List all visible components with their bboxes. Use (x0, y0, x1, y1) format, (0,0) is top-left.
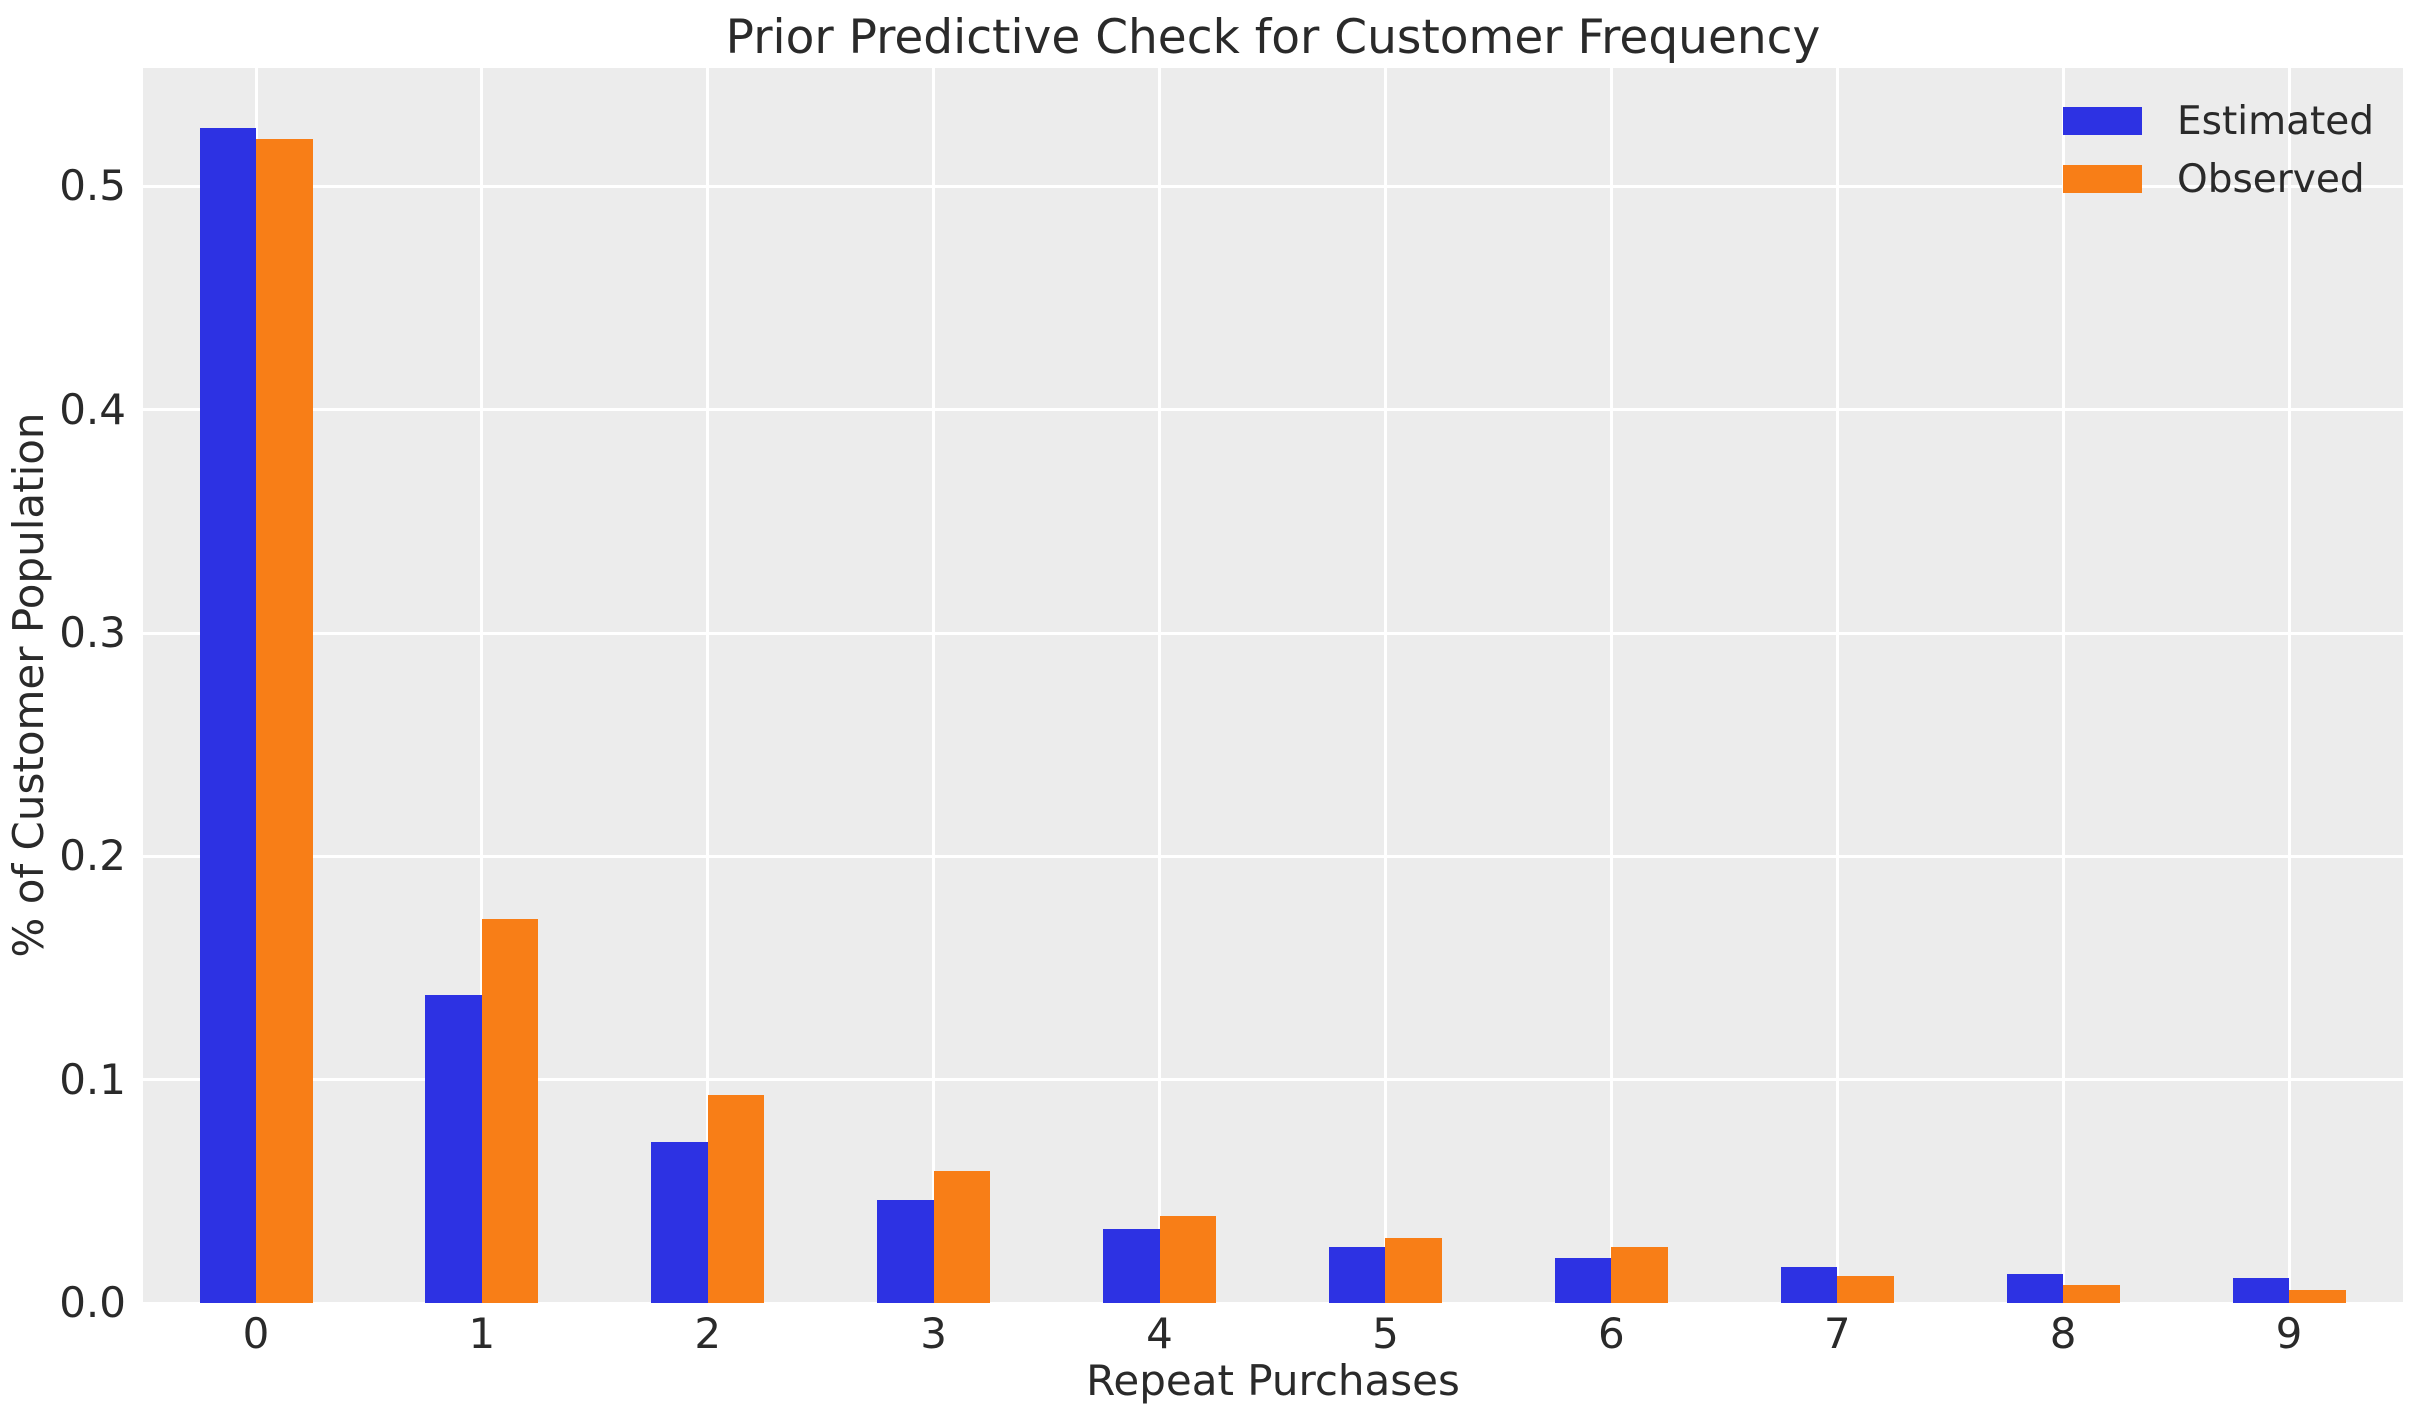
observed-bar-8 (2063, 1285, 2120, 1303)
y-gridline-0.5 (143, 184, 2403, 188)
x-tick-label-0: 0 (242, 1309, 270, 1358)
y-tick-label-0.4: 0.4 (59, 384, 126, 434)
legend-label-estimated: Estimated (2177, 98, 2375, 144)
x-tick-label-7: 7 (1823, 1309, 1851, 1358)
legend-swatch-observed-icon (2063, 165, 2142, 193)
estimated-bar-1 (425, 994, 482, 1303)
legend: Estimated Observed (2063, 92, 2374, 208)
x-tick-label-5: 5 (1372, 1309, 1399, 1358)
observed-bar-0 (256, 139, 313, 1303)
observed-bar-5 (1385, 1238, 1442, 1303)
estimated-bar-5 (1328, 1247, 1386, 1303)
x-axis-label: Repeat Purchases (1086, 1356, 1460, 1405)
estimated-bar-2 (651, 1142, 708, 1303)
x-tick-label-8: 8 (2049, 1309, 2077, 1358)
y-gridline-0.2 (143, 854, 2403, 858)
x-tick-label-1: 1 (468, 1309, 496, 1358)
x-gridline-1 (480, 68, 484, 1303)
x-gridline-7 (1835, 68, 1839, 1303)
legend-label-observed: Observed (2177, 156, 2365, 202)
observed-bar-6 (1611, 1247, 1668, 1303)
x-tick-label-3: 3 (920, 1309, 948, 1358)
legend-swatch-estimated-icon (2063, 107, 2142, 135)
x-tick-label-6: 6 (1597, 1309, 1625, 1358)
x-gridline-3 (932, 68, 936, 1303)
y-tick-label-0.0: 0.0 (59, 1278, 126, 1327)
observed-bar-2 (707, 1095, 765, 1303)
y-tick-label-0.2: 0.2 (59, 831, 126, 881)
y-gridline-0.0 (143, 1301, 2403, 1303)
estimated-bar-7 (1780, 1267, 1838, 1303)
x-tick-label-9: 9 (2275, 1309, 2303, 1358)
y-tick-label-0.3: 0.3 (59, 608, 126, 658)
estimated-bar-9 (2232, 1278, 2289, 1303)
estimated-bar-8 (2006, 1273, 2064, 1303)
observed-bar-3 (933, 1171, 991, 1303)
x-tick-label-4: 4 (1146, 1309, 1173, 1358)
legend-item-observed: Observed (2063, 150, 2374, 208)
x-gridline-2 (706, 68, 710, 1303)
observed-bar-9 (2289, 1289, 2346, 1303)
estimated-bar-6 (1554, 1258, 1612, 1303)
x-gridline-9 (2287, 68, 2291, 1303)
estimated-bar-0 (199, 128, 256, 1303)
y-tick-label-0.1: 0.1 (59, 1054, 126, 1104)
y-tick-label-0.5: 0.5 (59, 161, 126, 211)
estimated-bar-4 (1103, 1229, 1160, 1303)
estimated-bar-3 (877, 1200, 934, 1303)
x-gridline-4 (1158, 68, 1162, 1303)
y-gridline-0.1 (143, 1078, 2403, 1082)
y-gridline-0.3 (143, 631, 2403, 635)
x-gridline-5 (1383, 68, 1387, 1303)
x-gridline-8 (2061, 68, 2065, 1303)
observed-bar-7 (1837, 1276, 1894, 1303)
legend-item-estimated: Estimated (2063, 92, 2374, 150)
x-tick-label-2: 2 (694, 1309, 722, 1358)
y-gridline-0.4 (143, 408, 2403, 412)
observed-bar-4 (1159, 1215, 1217, 1303)
observed-bar-1 (481, 918, 539, 1303)
plot-area (143, 68, 2403, 1303)
x-gridline-6 (1609, 68, 1613, 1303)
chart-title: Prior Predictive Check for Customer Freq… (725, 10, 1821, 65)
